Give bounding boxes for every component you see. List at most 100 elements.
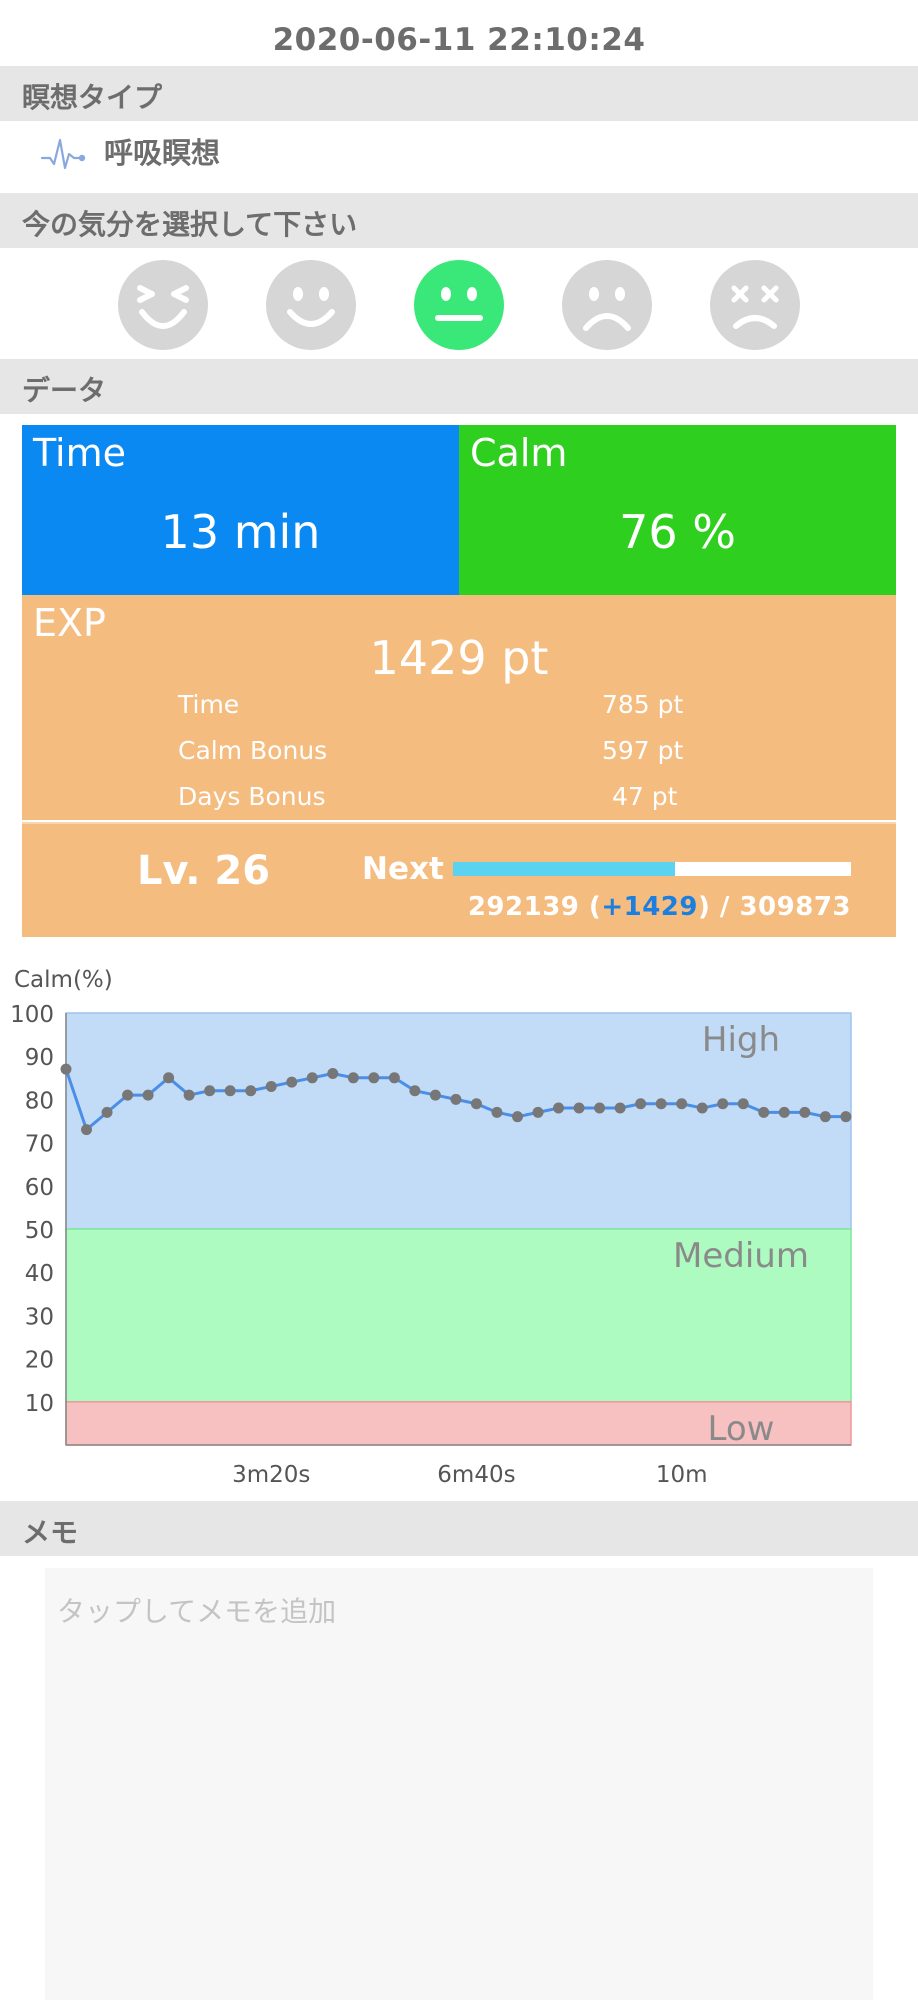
calm-data-point xyxy=(512,1111,524,1123)
section-title: データ xyxy=(22,374,107,407)
zone-label: Low xyxy=(708,1409,775,1449)
progress-gain: +1429 xyxy=(601,892,698,922)
time-title: Time xyxy=(33,431,126,475)
session-timestamp: 2020-06-11 22:10:24 xyxy=(272,22,646,58)
calm-data-point xyxy=(717,1098,729,1110)
x-tick-label: 10m xyxy=(656,1462,708,1488)
calm-data-point xyxy=(122,1089,134,1101)
calm-data-point xyxy=(573,1102,585,1114)
zone-label: High xyxy=(702,1020,780,1060)
x-tick-label: 6m40s xyxy=(437,1462,515,1488)
sad-face-icon xyxy=(583,287,631,331)
section-title: メモ xyxy=(22,1516,79,1549)
calm-data-point xyxy=(60,1063,72,1075)
exp-breakdown-value: 597 pt xyxy=(602,736,684,765)
exp-card: EXP 1429 pt Time 785 pt Calm Bonus 597 p… xyxy=(22,595,896,820)
exp-total: 1429 pt xyxy=(369,631,549,685)
next-label: Next xyxy=(362,851,444,887)
calm-chart-svg: High Medium Low Calm(%) 10 20 30 40 50 60 70 80 90 10… xyxy=(10,967,852,1488)
memo-input[interactable] xyxy=(45,1568,873,2000)
section-header-memo: メモ xyxy=(0,1501,918,1556)
calm-data-point xyxy=(224,1085,236,1097)
laughing-face-icon xyxy=(137,285,189,329)
calm-data-point xyxy=(368,1072,380,1084)
mood-laughing-button[interactable] xyxy=(118,260,208,350)
section-header-meditation-type: 瞑想タイプ xyxy=(0,66,918,121)
y-tick-label: 80 xyxy=(25,1088,54,1114)
calm-card: Calm 76 % xyxy=(459,425,896,595)
calm-data-point xyxy=(737,1098,749,1110)
calm-data-point xyxy=(635,1098,647,1110)
calm-data-point xyxy=(183,1089,195,1101)
smiling-face-icon xyxy=(287,287,335,327)
section-title: 今の気分を選択して下さい xyxy=(22,208,358,241)
calm-data-point xyxy=(799,1106,811,1118)
calm-data-point xyxy=(655,1098,667,1110)
pulse-icon xyxy=(40,138,86,170)
y-tick-label: 40 xyxy=(25,1261,54,1287)
neutral-face-icon xyxy=(435,287,483,321)
section-title: 瞑想タイプ xyxy=(22,81,163,114)
level-progress-bar xyxy=(453,862,851,876)
level-label: Lv. 26 xyxy=(137,848,271,894)
mood-dizzy-button[interactable] xyxy=(710,260,800,350)
calm-data-point xyxy=(388,1072,400,1084)
calm-data-point xyxy=(265,1080,277,1092)
calm-data-point xyxy=(204,1085,216,1097)
calm-data-point xyxy=(614,1102,626,1114)
y-tick-label: 30 xyxy=(25,1304,54,1330)
y-tick-label: 70 xyxy=(25,1132,54,1158)
calm-data-point xyxy=(778,1106,790,1118)
calm-data-point xyxy=(81,1124,93,1136)
y-tick-label: 50 xyxy=(25,1218,54,1244)
y-axis-title: Calm(%) xyxy=(14,967,113,993)
level-progress-text: 292139 (+1429) / 309873 xyxy=(468,892,851,922)
calm-data-point xyxy=(553,1102,565,1114)
calm-data-point xyxy=(327,1067,339,1079)
mood-neutral-button[interactable] xyxy=(414,260,504,350)
zone-medium xyxy=(65,1228,852,1403)
calm-data-point xyxy=(347,1072,359,1084)
y-tick-label: 90 xyxy=(25,1045,54,1071)
exp-breakdown-value: 47 pt xyxy=(612,782,678,811)
progress-current: 292139 ( xyxy=(467,892,602,922)
zone-low xyxy=(65,1401,852,1446)
calm-data-point xyxy=(532,1106,544,1118)
section-header-data: データ xyxy=(0,359,918,414)
exp-title: EXP xyxy=(33,601,106,645)
meditation-type-row[interactable]: 呼吸瞑想 xyxy=(0,122,918,192)
y-tick-label: 10 xyxy=(25,1391,54,1417)
y-tick-label: 100 xyxy=(10,1002,54,1028)
calm-chart: High Medium Low Calm(%) 10 20 30 40 50 60 70 80 90 10… xyxy=(0,955,918,1495)
calm-data-point xyxy=(491,1106,503,1118)
level-progress-fill xyxy=(453,862,675,876)
calm-data-point xyxy=(840,1111,852,1123)
mood-smiling-button[interactable] xyxy=(266,260,356,350)
calm-data-point xyxy=(245,1085,257,1097)
exp-breakdown-label: Time xyxy=(178,690,240,719)
progress-rest: ) / 309873 xyxy=(697,892,851,922)
calm-data-point xyxy=(594,1102,606,1114)
calm-title: Calm xyxy=(470,431,568,475)
calm-value: 76 % xyxy=(619,505,736,559)
calm-data-point xyxy=(450,1093,462,1105)
y-tick-label: 60 xyxy=(25,1175,54,1201)
dizzy-face-icon xyxy=(731,285,779,329)
calm-data-point xyxy=(163,1072,175,1084)
zone-label: Medium xyxy=(673,1236,809,1276)
calm-data-point xyxy=(429,1089,441,1101)
calm-data-point xyxy=(470,1098,482,1110)
calm-data-point xyxy=(819,1111,831,1123)
y-tick-label: 20 xyxy=(25,1348,54,1374)
calm-data-point xyxy=(409,1085,421,1097)
calm-data-point xyxy=(696,1102,708,1114)
calm-data-point xyxy=(142,1089,154,1101)
exp-breakdown-value: 785 pt xyxy=(602,690,684,719)
memo-box xyxy=(45,1568,873,2000)
meditation-type-label: 呼吸瞑想 xyxy=(104,136,221,170)
mood-sad-button[interactable] xyxy=(562,260,652,350)
calm-data-point xyxy=(758,1106,770,1118)
time-card: Time 13 min xyxy=(22,425,459,595)
exp-breakdown-label: Days Bonus xyxy=(178,782,326,811)
calm-data-point xyxy=(286,1076,298,1088)
